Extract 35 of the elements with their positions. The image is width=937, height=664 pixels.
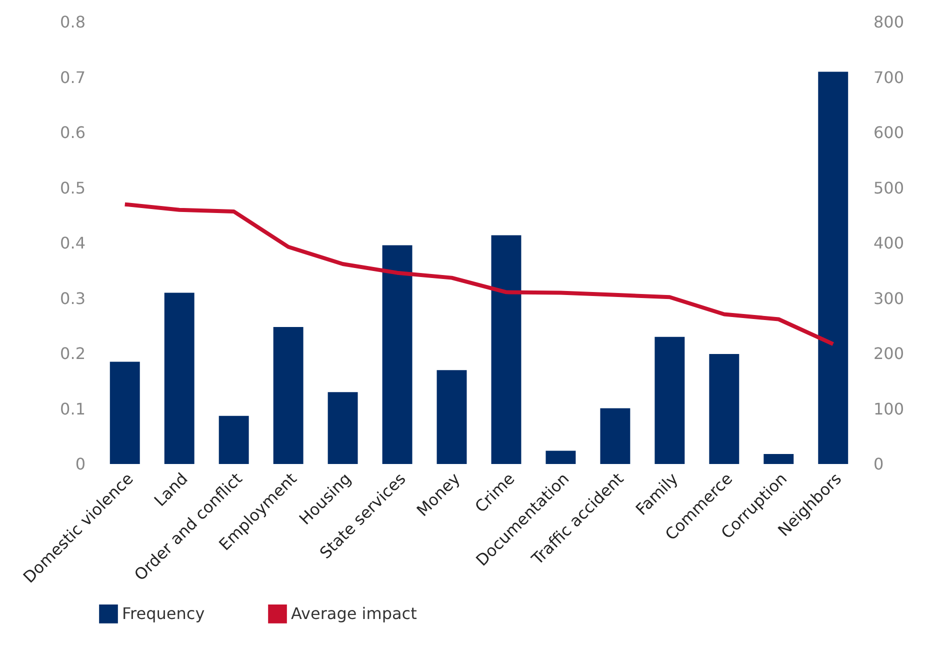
y-tick-label: 0.3 <box>60 288 86 308</box>
bar <box>164 292 194 464</box>
bar <box>764 454 794 464</box>
y2-tick-label: 700 <box>874 68 904 87</box>
bar <box>436 370 467 464</box>
y-tick-label: 0.6 <box>60 123 86 142</box>
y-tick-label: 0.7 <box>60 68 86 87</box>
y2-tick-label: 500 <box>874 178 904 198</box>
y-tick-label: 0.4 <box>60 234 86 252</box>
y2-tick-label: 300 <box>874 288 904 308</box>
y2-tick-label: 200 <box>874 344 904 363</box>
bar <box>654 336 685 464</box>
y-tick-label: 0 <box>75 454 86 474</box>
y2-tick-label: 0 <box>874 454 884 474</box>
line-series <box>122 202 836 346</box>
bar <box>273 326 304 464</box>
bar <box>328 392 358 464</box>
y-tick-label: 0.2 <box>60 344 86 363</box>
bar <box>218 416 249 464</box>
bar <box>382 245 412 464</box>
legend-label: Frequency <box>122 604 205 623</box>
y-tick-label: 0.8 <box>60 12 86 32</box>
y-tick-label: 0.1 <box>60 399 86 418</box>
bar <box>491 235 522 464</box>
bar <box>600 408 630 464</box>
bar <box>546 450 576 464</box>
y2-tick-label: 800 <box>874 12 904 32</box>
y2-tick-label: 100 <box>874 399 904 418</box>
bar <box>818 72 848 464</box>
y2-tick-label: 400 <box>874 234 904 252</box>
y-tick-label: 0.5 <box>60 178 86 198</box>
y2-tick-label: 600 <box>874 123 904 142</box>
legend-label: Average impact <box>291 604 417 623</box>
bar <box>110 362 140 464</box>
bar <box>709 354 740 464</box>
